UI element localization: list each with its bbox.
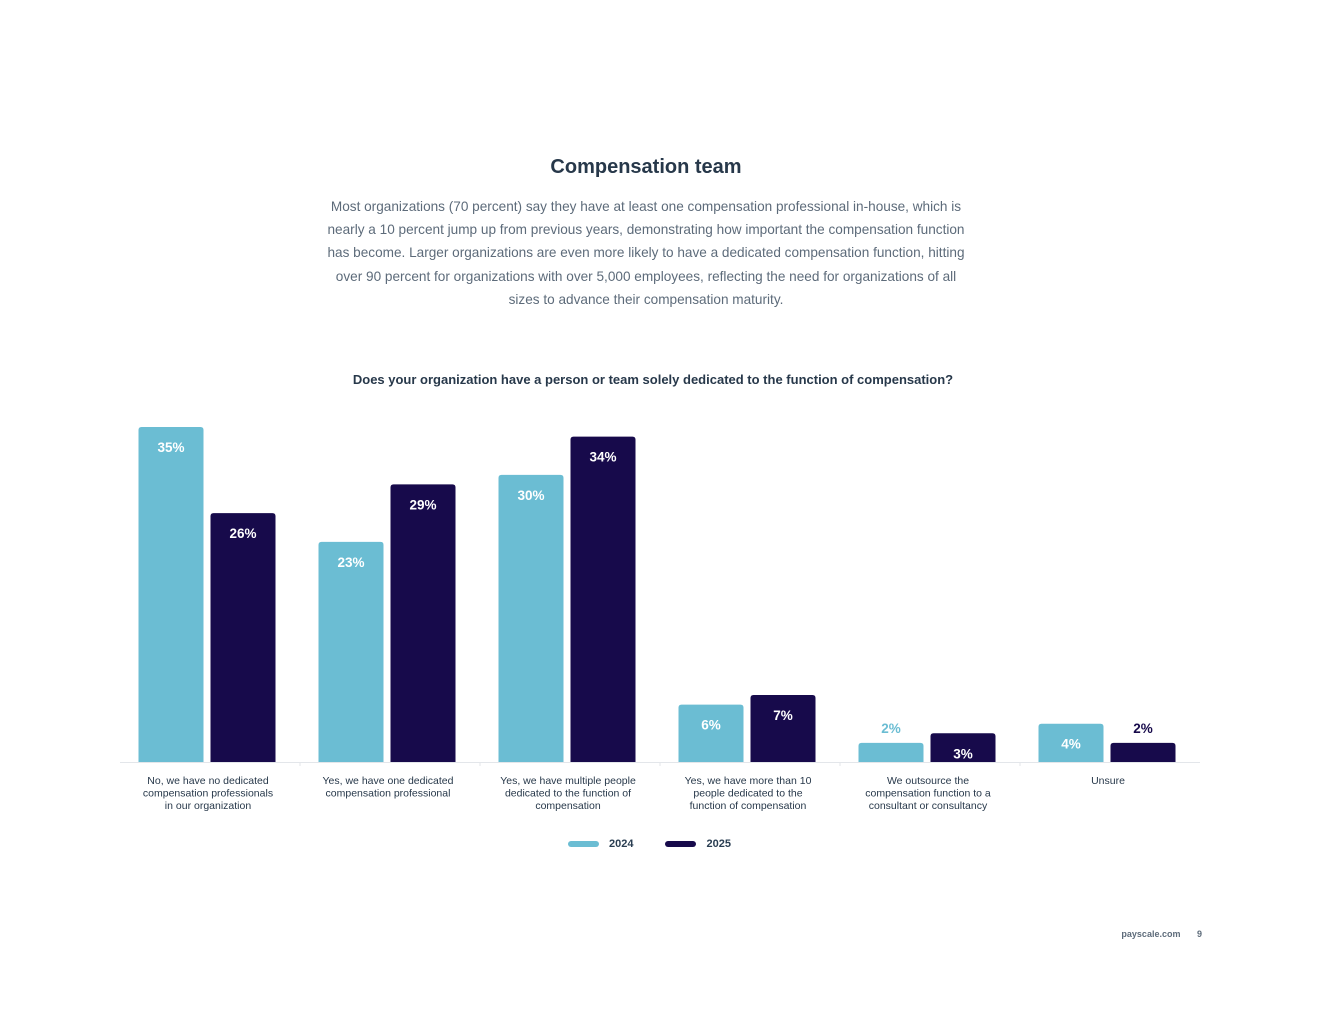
x-tick-label: We outsource the xyxy=(887,775,969,787)
chart-title: Does your organization have a person or … xyxy=(352,372,954,387)
bar-2024 xyxy=(318,541,384,762)
bar-2025 xyxy=(750,695,816,762)
data-label: 7% xyxy=(773,708,793,723)
data-label: 34% xyxy=(589,450,616,465)
x-tick-label: Yes, we have multiple people xyxy=(500,775,636,787)
data-label: 29% xyxy=(409,497,436,512)
data-label: 26% xyxy=(229,526,256,541)
bar-2025 xyxy=(930,733,996,762)
bar-2024 xyxy=(1038,723,1104,762)
x-tick-label: dedicated to the function of xyxy=(505,788,631,800)
x-tick-label: function of compensation xyxy=(690,800,807,812)
data-label: 3% xyxy=(953,746,973,761)
footer-site: payscale.com xyxy=(1121,929,1181,939)
legend-swatch-2025 xyxy=(665,841,697,847)
x-tick-label: compensation professional xyxy=(326,788,451,800)
page-title: Compensation team xyxy=(550,156,742,178)
data-label: 30% xyxy=(517,488,544,503)
x-tick-label: people dedicated to the xyxy=(693,788,802,800)
legend-label-2024: 2024 xyxy=(609,838,634,850)
bar-2025 xyxy=(1110,742,1176,762)
bar-2025 xyxy=(210,513,276,762)
x-tick-label: consultant or consultancy xyxy=(869,800,988,812)
x-tick-label: in our organization xyxy=(165,800,252,812)
data-label: 35% xyxy=(157,440,184,455)
bar-2024 xyxy=(138,427,204,762)
x-tick-label: compensation professionals xyxy=(143,788,273,800)
page-number: 9 xyxy=(1196,929,1202,939)
legend-label-2025: 2025 xyxy=(706,838,731,850)
bar-2024 xyxy=(858,742,924,762)
data-label: 2% xyxy=(881,721,901,736)
x-tick-label: compensation function to a xyxy=(865,788,991,800)
x-tick-label: Yes, we have one dedicated xyxy=(323,775,454,787)
x-tick-label: Yes, we have more than 10 xyxy=(685,775,812,787)
data-label: 23% xyxy=(337,555,364,570)
x-tick-label: compensation xyxy=(535,800,601,812)
x-tick-label: Unsure xyxy=(1091,775,1125,787)
data-label: 4% xyxy=(1061,737,1081,752)
legend-swatch-2024 xyxy=(568,841,599,847)
data-label: 6% xyxy=(701,718,721,733)
page-footer: payscale.com 9 xyxy=(1121,929,1202,939)
legend-item-2025: 2025 xyxy=(665,838,731,850)
bar-2025 xyxy=(570,436,636,762)
legend-item-2024: 2024 xyxy=(568,838,633,850)
chart-legend: 2024 2025 xyxy=(568,838,763,850)
bar-2025 xyxy=(390,484,456,762)
bar-2024 xyxy=(498,474,564,762)
bar-2024 xyxy=(678,704,744,762)
data-label: 2% xyxy=(1133,721,1153,736)
intro-paragraph: Most organizations (70 percent) say they… xyxy=(327,199,965,307)
x-tick-label: No, we have no dedicated xyxy=(147,775,269,787)
